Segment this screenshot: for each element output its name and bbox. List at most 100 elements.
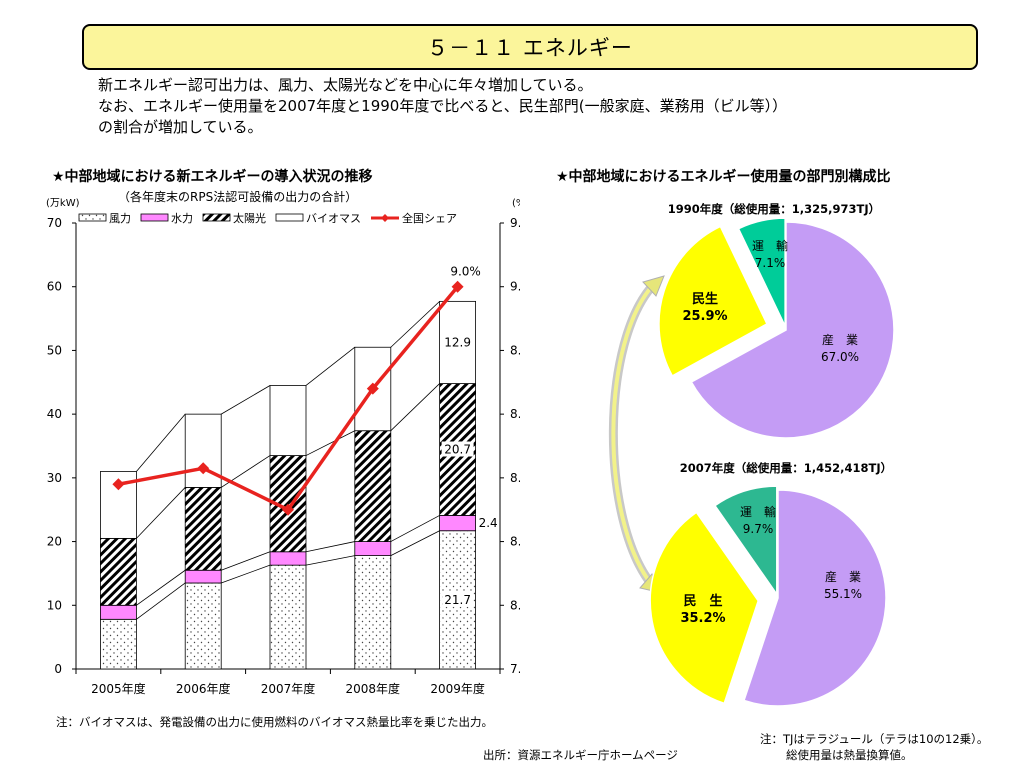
pie-slice [743,489,887,707]
data-label-hydro: 2.4 [479,516,498,530]
series-connector [390,301,440,348]
bar-segment [354,555,392,670]
intro-text: 新エネルギー認可出力は、風力、太陽光などを中心に年々増加している。 なお、エネル… [98,75,978,138]
label-bg [442,591,473,607]
series-connector [390,515,440,542]
left-chart-subtitle: （各年度末のRPS法認可設備の出力の合計） [118,190,358,204]
pie-title: 2007年度（総使用量：1,452,418TJ） [680,461,892,475]
x-tick-label: 2009年度 [430,681,485,696]
footnote-tj: 注：TJはテラジュール（テラは10の12乗）。 [760,732,989,746]
series-connector [136,582,186,620]
y-right-tick-label: 9.0 [510,280,520,294]
series-connector [305,346,356,386]
series-connector [305,555,355,566]
series-connector [136,487,186,539]
share-marker [366,382,379,395]
pie-slice-value: 25.9% [682,309,727,324]
source-note: 出所：資源エネルギー庁ホームページ [483,748,678,762]
series-connector [136,569,186,606]
legend-label: バイオマス [306,212,361,225]
x-tick-label: 2007年度 [261,681,316,696]
legend-marker [381,214,389,222]
bar-segment [184,487,222,571]
bar-segment [100,537,137,606]
intro-line: の割合が増加している。 [98,118,263,136]
bar-segment [184,569,222,584]
legend-label: 風力 [109,212,131,225]
y-axis-label-right: (%) [512,198,520,209]
data-label-wind: 21.7 [444,593,471,607]
x-tick-label: 2008年度 [346,681,401,696]
pie-charts: 1990年度（総使用量：1,325,973TJ） 産 業 67.0% 民生 25.9% 運… [608,202,895,707]
pie-slice-value: 35.2% [680,611,725,626]
intro-line: なお、エネルギー使用量を2007年度と1990年度で比べると、民生部門(一般家庭… [98,97,788,115]
page-title: ５－１１ エネルギー [82,24,978,70]
pie-slice [658,225,768,377]
pie-slice-value: 55.1% [824,587,862,601]
pie-slice-name: 民生 [692,291,718,307]
series-connector [305,541,355,553]
pie-slice-name: 運 輸 [752,238,788,253]
bar-segment [354,430,392,542]
legend-label: 水力 [171,212,193,225]
y-tick-label: 70 [47,216,62,230]
y-tick-label: 40 [47,407,62,421]
legend-swatch [202,213,231,222]
y-right-tick-label: 7.8 [510,662,520,676]
footnote-total: 総使用量は熱量換算値。 [786,748,913,762]
bar-segment [439,300,477,384]
y-right-tick-label: 8.6 [510,407,520,421]
bar-segment [354,541,392,556]
pie-slice-value: 7.1% [755,256,786,270]
x-tick-label: 2005年度 [91,681,146,696]
legend-label: 全国シェア [402,211,457,225]
y-tick-label: 20 [47,535,62,549]
left-chart-title: ★中部地域における新エネルギーの導入状況の推移 [52,169,373,185]
y-right-tick-label: 9.2 [510,216,520,230]
bar-segment [100,618,137,670]
pie-slice-name: 民 生 [683,593,722,609]
y-tick-label: 10 [47,598,62,612]
pie-slice [649,511,760,705]
y-tick-label: 0 [54,662,62,676]
label-bg [441,441,474,457]
y-right-tick-label: 8.8 [510,343,520,357]
legend-swatch [140,213,169,222]
legend-swatch [275,213,304,222]
series-connector [220,455,271,488]
footnote-biomass: 注：バイオマスは、発電設備の出力に使用燃料のバイオマス熱量比率を乗じた出力。 [56,715,493,729]
bar-segment [439,515,477,532]
legend-label: 太陽光 [233,211,266,225]
bar-segment [184,413,222,488]
arrow-head-top [642,275,665,297]
pie-slice [690,221,895,439]
legend-swatch [78,213,107,222]
comparison-arrow [608,279,659,588]
series-connector [390,383,440,431]
share-marker [197,462,210,475]
y-tick-label: 60 [47,280,62,294]
series-connector [220,385,271,415]
pie-slice [737,217,786,327]
data-label-share: 9.0% [450,265,481,279]
y-right-tick-label: 8.0 [510,598,520,612]
bar-segment [269,564,307,670]
bar-segment [184,582,222,670]
pie-title: 1990年度（総使用量：1,325,973TJ） [668,202,880,216]
y-tick-label: 30 [47,471,62,485]
pie-slice-name: 運 輸 [740,504,776,519]
y-axis-label-left: (万kW) [46,198,80,209]
pie-slice [713,485,778,597]
series-connector [305,430,355,456]
share-marker [451,280,464,293]
right-chart-title: ★中部地域におけるエネルギー使用量の部門別構成比 [556,169,891,185]
y-right-tick-label: 8.4 [510,471,520,485]
share-marker [282,503,294,516]
pie-slice-value: 67.0% [821,350,859,364]
series-connector [221,551,271,571]
y-tick-label: 50 [47,343,62,357]
x-tick-label: 2006年度 [176,681,231,696]
pie-slice-name: 産 業 [822,332,858,347]
data-label-solar: 20.7 [444,443,471,457]
series-connector [136,413,186,472]
